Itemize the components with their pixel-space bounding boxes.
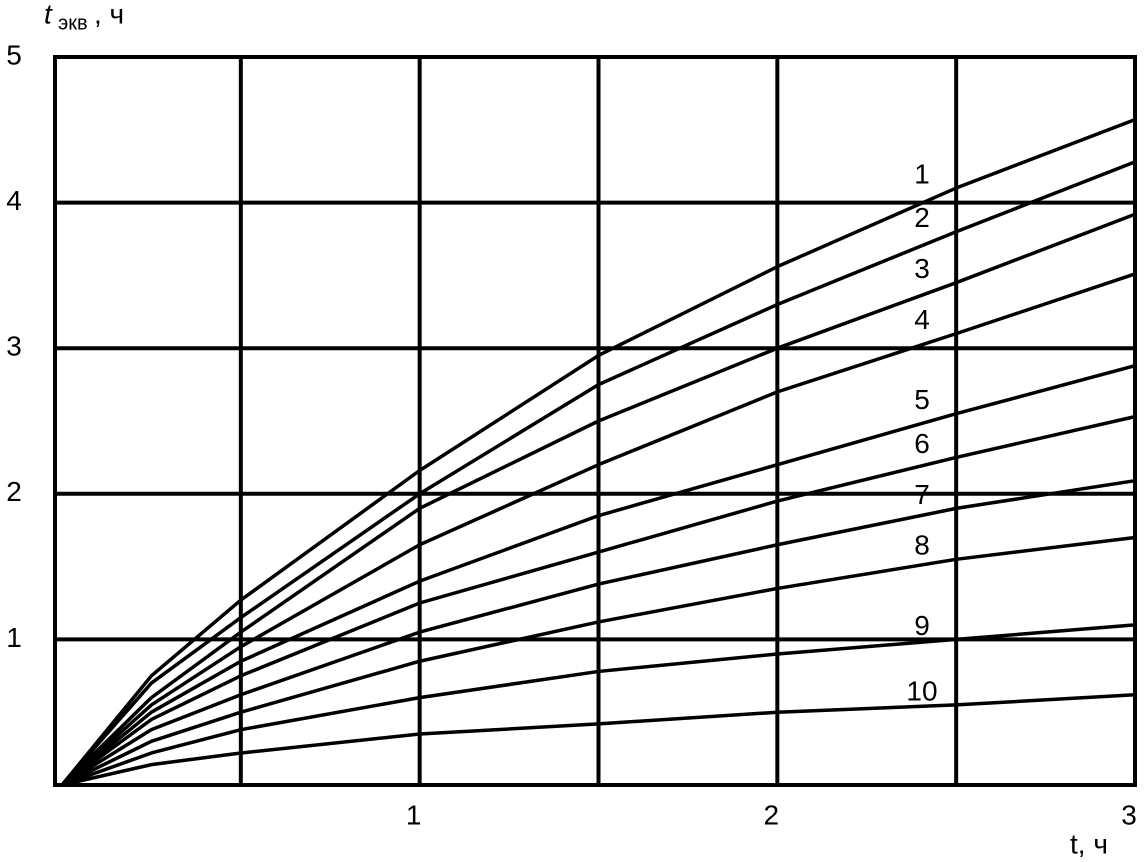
curve-label: 8 xyxy=(914,530,930,561)
curve-label: 3 xyxy=(914,253,930,284)
y-axis-label-unit: , ч xyxy=(94,0,124,29)
curve xyxy=(60,272,1136,787)
y-axis-label: t xyxy=(44,0,53,29)
curve-label: 7 xyxy=(914,479,930,510)
curve-label: 9 xyxy=(914,610,930,641)
y-axis-label-sub: экв xyxy=(58,12,88,34)
x-tick-label: 3 xyxy=(1121,799,1137,830)
y-tick-label: 5 xyxy=(6,39,22,70)
curve xyxy=(60,414,1136,787)
y-tick-label: 4 xyxy=(6,185,22,216)
curve xyxy=(61,623,1136,787)
y-tick-label: 2 xyxy=(6,476,22,507)
curve xyxy=(61,478,1136,787)
curve xyxy=(60,117,1136,787)
y-tick-label: 3 xyxy=(6,331,22,362)
curve-label: 4 xyxy=(914,304,930,335)
x-tick-label: 1 xyxy=(406,799,422,830)
curve xyxy=(60,212,1136,787)
curve xyxy=(60,363,1136,787)
curve xyxy=(61,535,1136,787)
curve-label: 5 xyxy=(914,384,930,415)
curve-label: 2 xyxy=(914,202,930,233)
curve xyxy=(60,160,1136,787)
x-tick-label: 2 xyxy=(764,799,780,830)
curve-label: 1 xyxy=(914,158,930,189)
curve xyxy=(61,692,1136,787)
y-tick-label: 1 xyxy=(6,622,22,653)
curve-label: 6 xyxy=(914,428,930,459)
curve-label: 10 xyxy=(906,675,937,706)
x-axis-label: t, ч xyxy=(1070,828,1108,859)
